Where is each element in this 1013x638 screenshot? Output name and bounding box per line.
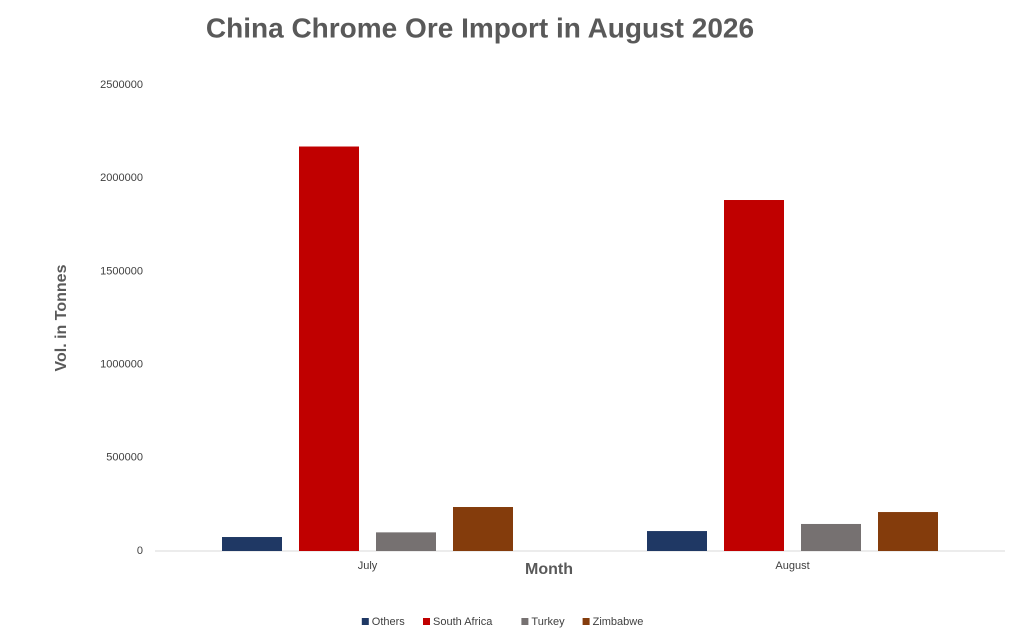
legend-label: Turkey [531, 616, 565, 628]
legend-swatch [361, 618, 369, 625]
legend-swatch [582, 618, 590, 625]
bar [376, 532, 436, 551]
y-axis-label: Vol. in Tonnes [53, 264, 70, 371]
bar [724, 200, 784, 552]
x-tick-label: July [358, 560, 378, 572]
y-tick-label: 500000 [106, 452, 143, 464]
bar [299, 146, 359, 551]
legend-label: Zimbabwe [593, 616, 644, 628]
x-axis-label: Month [525, 561, 573, 578]
x-tick-label: August [775, 560, 809, 572]
bar [801, 523, 861, 551]
bar [647, 531, 707, 551]
bar [878, 512, 938, 551]
y-tick-label: 1500000 [100, 265, 143, 277]
y-tick-label: 0 [137, 545, 143, 557]
legend-swatch [521, 618, 529, 625]
legend-swatch [423, 618, 430, 625]
legend-label: South Africa [433, 616, 493, 628]
y-tick-label: 2500000 [100, 79, 143, 91]
y-tick-label: 2000000 [100, 172, 143, 184]
y-tick-label: 1000000 [100, 359, 143, 371]
chart-title: China Chrome Ore Import in August 2026 [206, 12, 754, 43]
legend-label: Others [372, 616, 406, 628]
bar [222, 537, 282, 551]
bar [453, 507, 513, 551]
